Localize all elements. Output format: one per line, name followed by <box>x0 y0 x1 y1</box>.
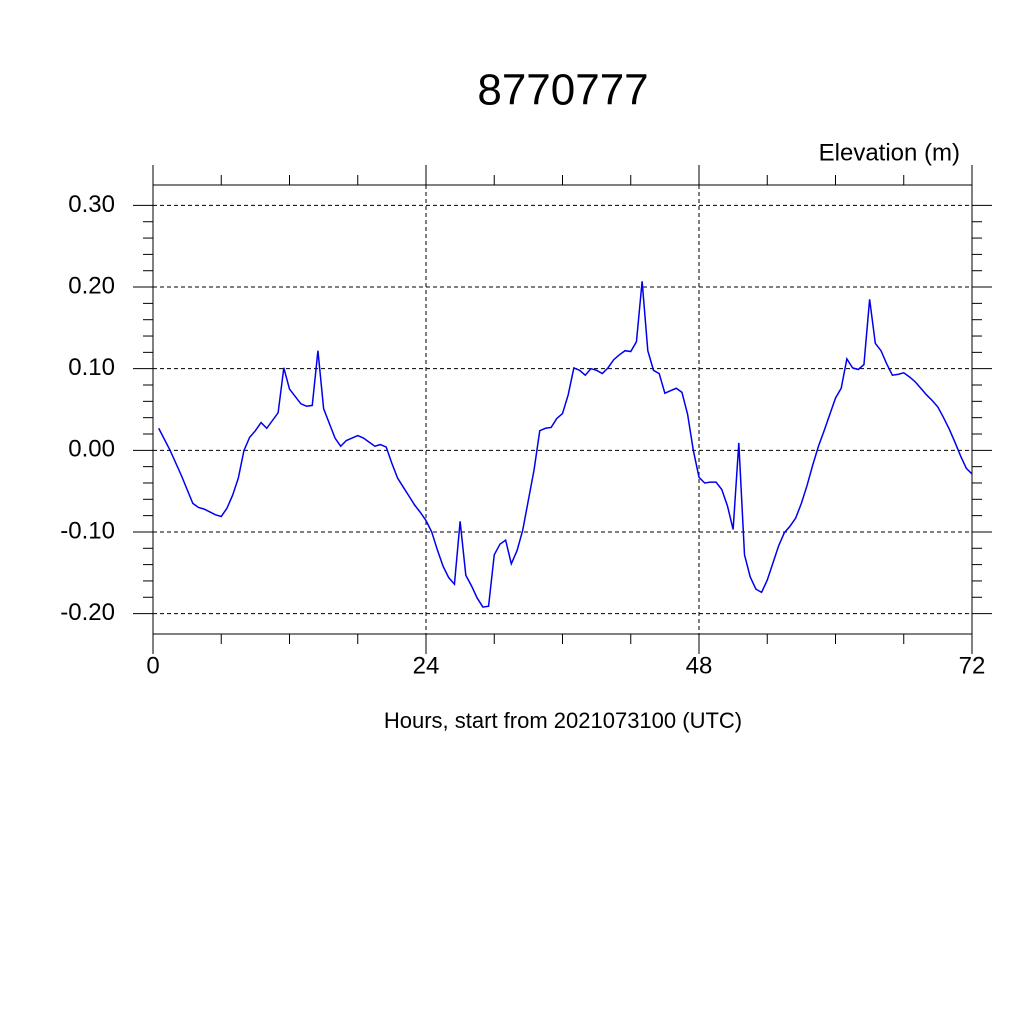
x-tick-label: 72 <box>959 652 986 679</box>
y-tick-label: 0.30 <box>68 191 115 218</box>
y-tick-label: -0.20 <box>60 599 115 626</box>
y-tick-label: -0.10 <box>60 517 115 544</box>
chart-subtitle: Elevation (m) <box>819 139 960 166</box>
x-tick-label: 24 <box>413 652 440 679</box>
x-tick-label: 0 <box>146 652 159 679</box>
y-tick-label: 0.00 <box>68 436 115 463</box>
y-tick-label: 0.20 <box>68 272 115 299</box>
x-tick-label: 48 <box>686 652 713 679</box>
y-tick-label: 0.10 <box>68 354 115 381</box>
x-axis-label: Hours, start from 2021073100 (UTC) <box>384 708 742 733</box>
plot-frame <box>152 184 973 635</box>
chart-title: 8770777 <box>477 66 648 115</box>
data-line <box>158 281 973 608</box>
